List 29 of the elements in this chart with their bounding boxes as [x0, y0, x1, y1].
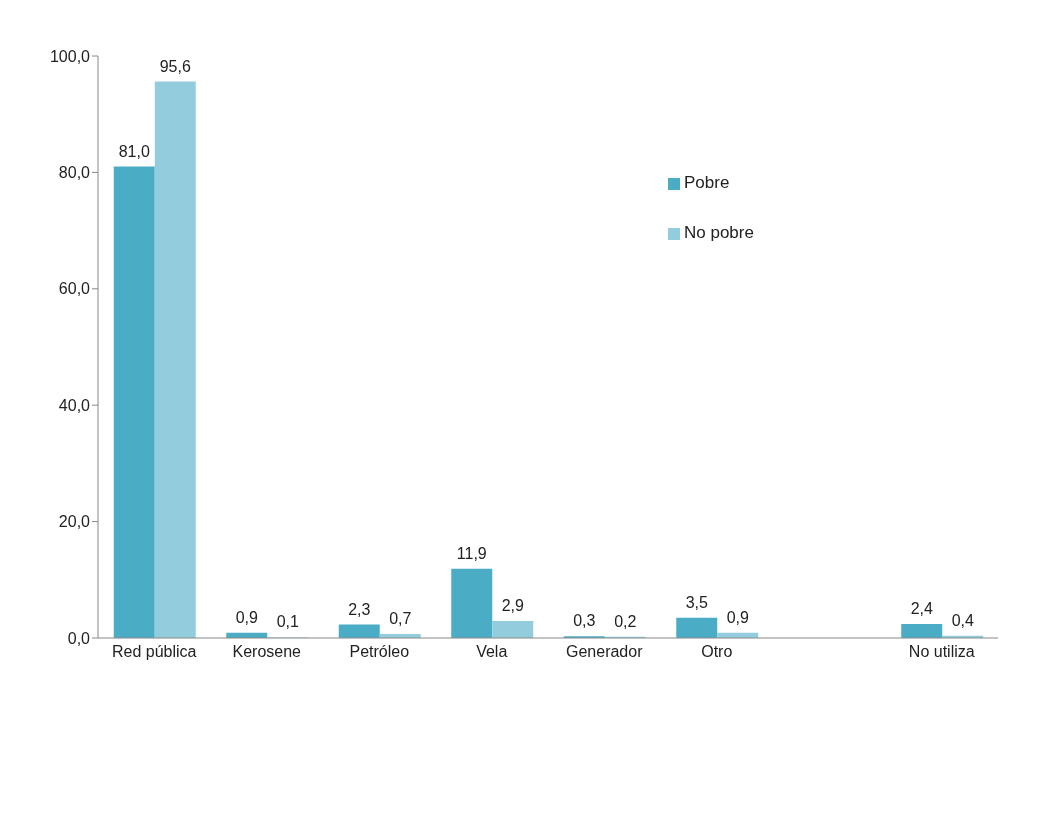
- y-tick-label: 100,0: [49, 47, 91, 65]
- legend-label: No pobre: [684, 223, 754, 242]
- x-tick-label: Red pública: [112, 643, 197, 661]
- data-label: 95,6: [159, 57, 191, 75]
- data-label: 2,9: [501, 597, 524, 615]
- data-label: 0,9: [726, 608, 749, 626]
- y-tick-label: 40,0: [58, 396, 91, 414]
- data-label: 2,3: [348, 600, 371, 618]
- legend-label: Pobre: [684, 173, 730, 192]
- x-tick-label: No utiliza: [908, 643, 975, 661]
- data-label: 81,0: [118, 142, 150, 160]
- y-tick-label: 60,0: [58, 280, 91, 298]
- data-label: 0,7: [389, 609, 412, 627]
- y-tick-label: 0,0: [67, 629, 91, 647]
- x-tick-label: Petróleo: [349, 643, 410, 661]
- x-tick-label: Otro: [701, 643, 733, 661]
- data-label: 2,4: [910, 600, 933, 618]
- data-label: 0,4: [951, 611, 974, 629]
- data-label: 0,2: [614, 612, 637, 630]
- y-tick-label: 80,0: [58, 164, 91, 182]
- x-tick-label: Kerosene: [232, 643, 302, 661]
- data-label: 0,9: [235, 608, 258, 626]
- data-label: 0,1: [276, 613, 299, 631]
- y-tick-label: 20,0: [58, 513, 91, 531]
- data-label: 3,5: [685, 593, 708, 611]
- data-label: 0,3: [573, 612, 596, 630]
- x-tick-label: Vela: [476, 643, 508, 661]
- x-tick-label: Generador: [566, 643, 644, 661]
- data-label: 11,9: [456, 544, 487, 562]
